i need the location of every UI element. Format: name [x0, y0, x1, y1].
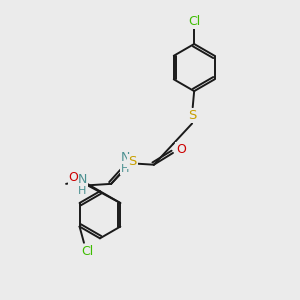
- Text: Cl: Cl: [81, 245, 93, 258]
- Text: S: S: [188, 109, 196, 122]
- Text: N: N: [120, 151, 130, 164]
- Text: S: S: [128, 155, 136, 168]
- Text: O: O: [68, 172, 78, 184]
- Text: Cl: Cl: [188, 14, 200, 28]
- Text: H: H: [121, 164, 129, 174]
- Text: N: N: [78, 173, 87, 186]
- Text: O: O: [176, 143, 186, 157]
- Text: H: H: [78, 186, 86, 196]
